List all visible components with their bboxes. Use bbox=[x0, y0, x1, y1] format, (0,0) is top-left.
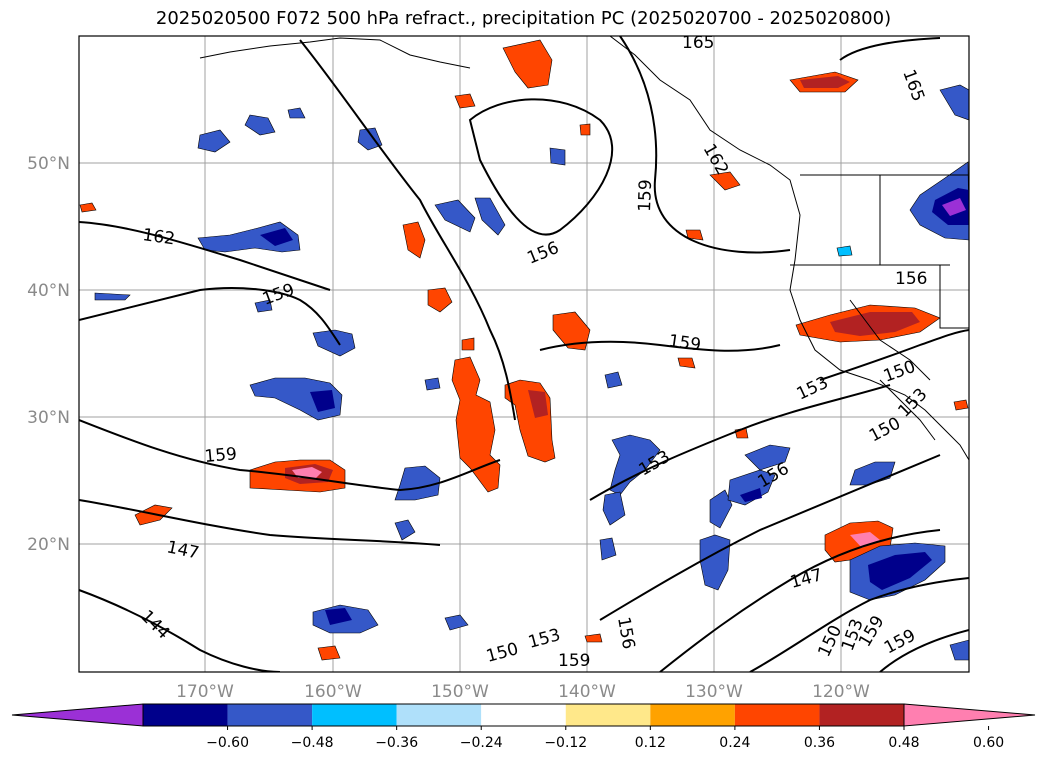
colorbar-tick-label: −0.48 bbox=[291, 735, 334, 751]
lat-label: 40°N bbox=[27, 281, 70, 301]
colorbar-tick-label: −0.36 bbox=[375, 735, 418, 751]
contour-label: 159 bbox=[635, 179, 656, 212]
colorbar-bin bbox=[819, 704, 904, 726]
map-title: 2025020500 F072 500 hPa refract., precip… bbox=[155, 8, 892, 29]
map-plot-area bbox=[79, 36, 969, 672]
refractivity-contours bbox=[79, 36, 969, 672]
colorbar-bin bbox=[396, 704, 482, 726]
lon-label: 160°W bbox=[304, 682, 362, 702]
lat-label: 20°N bbox=[27, 535, 70, 555]
colorbar-extend-low bbox=[11, 703, 144, 727]
colorbar-extend-high bbox=[903, 703, 1036, 727]
precip-positive bbox=[79, 39, 969, 661]
colorbar-bin bbox=[650, 704, 735, 726]
lat-label: 50°N bbox=[27, 154, 70, 174]
latitude-labels: 50°N 40°N 30°N 20°N bbox=[27, 154, 70, 555]
colorbar: −0.60 −0.48 −0.36 −0.24 −0.12 0.12 0.24 0.36 0.4… bbox=[11, 703, 1036, 751]
plot-frame bbox=[78, 35, 970, 673]
colorbar-tick-label: −0.60 bbox=[206, 735, 249, 751]
colorbar-tick-label: 0.60 bbox=[973, 735, 1004, 751]
precip-negative bbox=[94, 84, 969, 661]
colorbar-tick-label: 0.24 bbox=[719, 735, 750, 751]
lon-label: 130°W bbox=[685, 682, 743, 702]
colorbar-tick-label: 0.12 bbox=[635, 735, 666, 751]
contour-label: 156 bbox=[895, 269, 927, 289]
colorbar-tick-label: 0.48 bbox=[888, 735, 919, 751]
longitude-labels: 170°W 160°W 150°W 140°W 130°W 120°W bbox=[176, 682, 870, 702]
colorbar-bin bbox=[481, 704, 566, 726]
colorbar-bin bbox=[227, 704, 313, 726]
colorbar-bin bbox=[143, 704, 228, 726]
colorbar-tick-label: 0.36 bbox=[804, 735, 835, 751]
lon-label: 170°W bbox=[176, 682, 234, 702]
contour-label: 159 bbox=[204, 444, 238, 467]
lon-label: 120°W bbox=[812, 682, 870, 702]
colorbar-tick-label: −0.12 bbox=[544, 735, 587, 751]
colorbar-bin bbox=[734, 704, 820, 726]
colorbar-bin bbox=[312, 704, 397, 726]
colorbar-tick-label: −0.24 bbox=[460, 735, 503, 751]
coastlines bbox=[199, 36, 969, 461]
colorbar-bin bbox=[565, 704, 651, 726]
lon-label: 140°W bbox=[558, 682, 616, 702]
contour-label: 165 bbox=[682, 33, 714, 53]
contour-label: 159 bbox=[558, 651, 590, 671]
lat-label: 30°N bbox=[27, 408, 70, 428]
contour-label: 159 bbox=[667, 331, 702, 355]
contour-label: 162 bbox=[141, 225, 176, 249]
lon-label: 150°W bbox=[431, 682, 489, 702]
